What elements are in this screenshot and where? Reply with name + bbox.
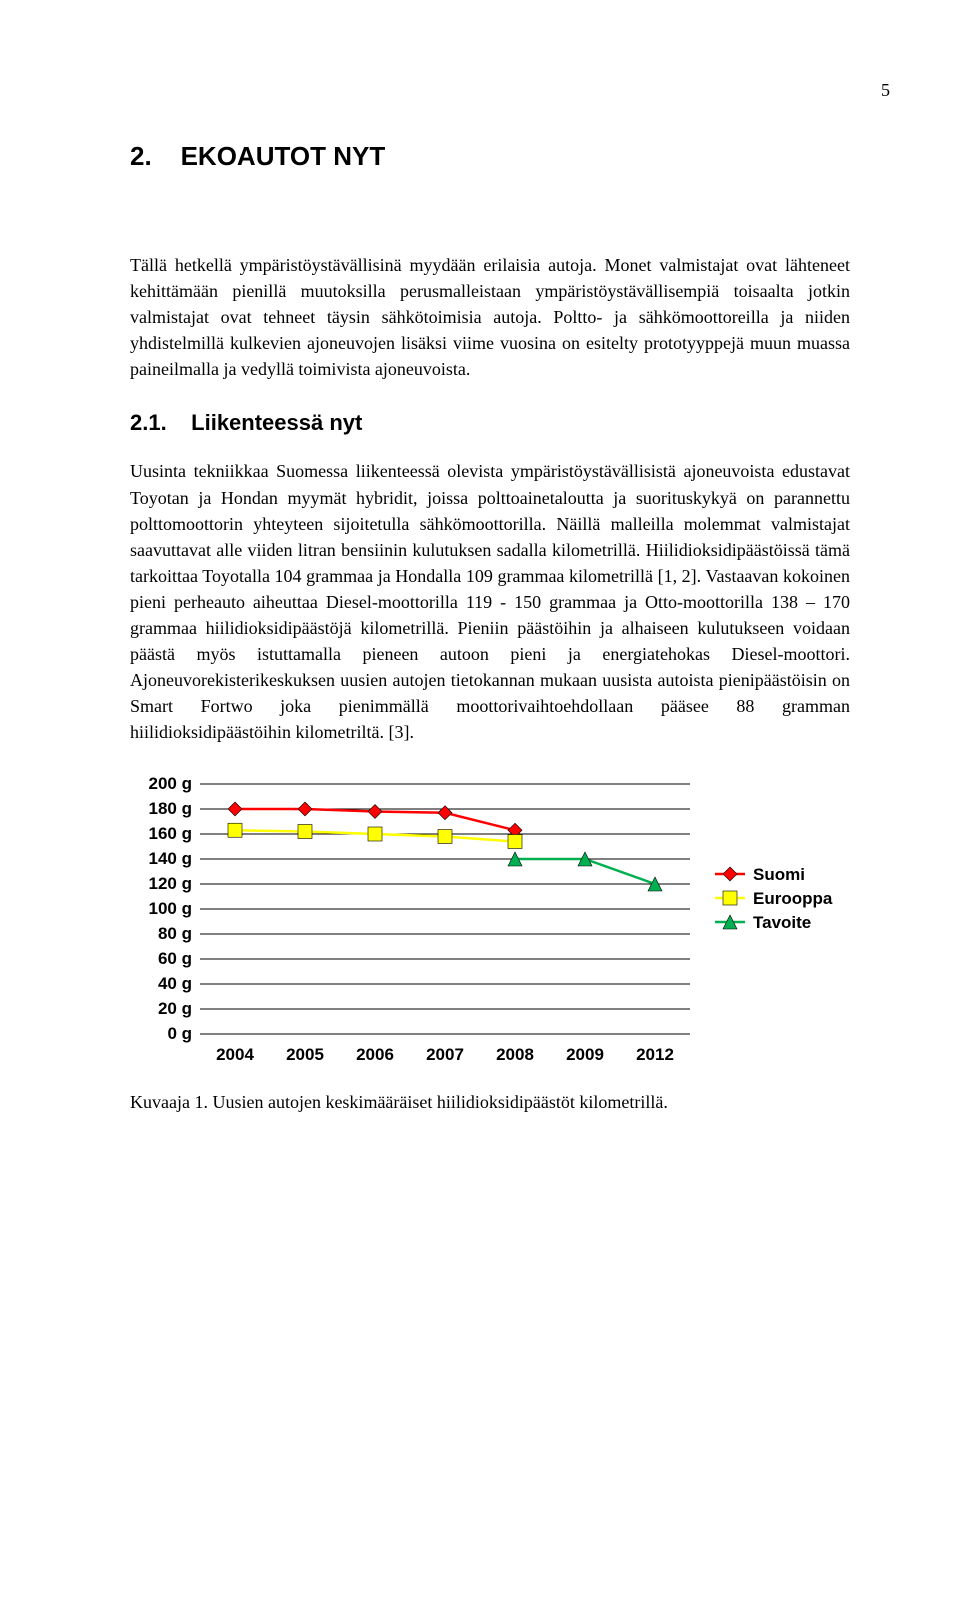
heading-title: EKOAUTOT NYT	[181, 141, 386, 171]
heading-num: 2.	[130, 141, 152, 171]
svg-text:140 g: 140 g	[149, 849, 192, 868]
svg-text:Tavoite: Tavoite	[753, 913, 811, 932]
svg-text:160 g: 160 g	[149, 824, 192, 843]
svg-text:60 g: 60 g	[158, 949, 192, 968]
svg-text:100 g: 100 g	[149, 899, 192, 918]
svg-text:40 g: 40 g	[158, 974, 192, 993]
intro-paragraph: Tällä hetkellä ympäristöystävällisinä my…	[130, 252, 850, 382]
subsection-heading: 2.1. Liikenteessä nyt	[130, 410, 850, 436]
svg-text:200 g: 200 g	[149, 774, 192, 793]
body-paragraph: Uusinta tekniikkaa Suomessa liikenteessä…	[130, 458, 850, 745]
svg-text:Eurooppa: Eurooppa	[753, 889, 833, 908]
svg-text:2004: 2004	[216, 1045, 254, 1064]
svg-text:80 g: 80 g	[158, 924, 192, 943]
svg-text:2007: 2007	[426, 1045, 464, 1064]
svg-text:2009: 2009	[566, 1045, 604, 1064]
svg-text:180 g: 180 g	[149, 799, 192, 818]
subheading-title: Liikenteessä nyt	[191, 410, 362, 435]
svg-text:2012: 2012	[636, 1045, 674, 1064]
svg-text:0 g: 0 g	[167, 1024, 192, 1043]
svg-text:2005: 2005	[286, 1045, 324, 1064]
subheading-num: 2.1.	[130, 410, 167, 435]
svg-text:2006: 2006	[356, 1045, 394, 1064]
svg-text:Suomi: Suomi	[753, 865, 805, 884]
emissions-chart: 0 g 20 g 40 g 60 g 80 g 100 g 120 g 140 g 160 g 1…	[130, 774, 850, 1074]
svg-text:120 g: 120 g	[149, 874, 192, 893]
svg-text:20 g: 20 g	[158, 999, 192, 1018]
svg-text:2008: 2008	[496, 1045, 534, 1064]
chart-caption: Kuvaaja 1. Uusien autojen keskimääräiset…	[130, 1092, 850, 1113]
section-heading: 2. EKOAUTOT NYT	[130, 141, 850, 172]
page-number: 5	[130, 80, 890, 101]
